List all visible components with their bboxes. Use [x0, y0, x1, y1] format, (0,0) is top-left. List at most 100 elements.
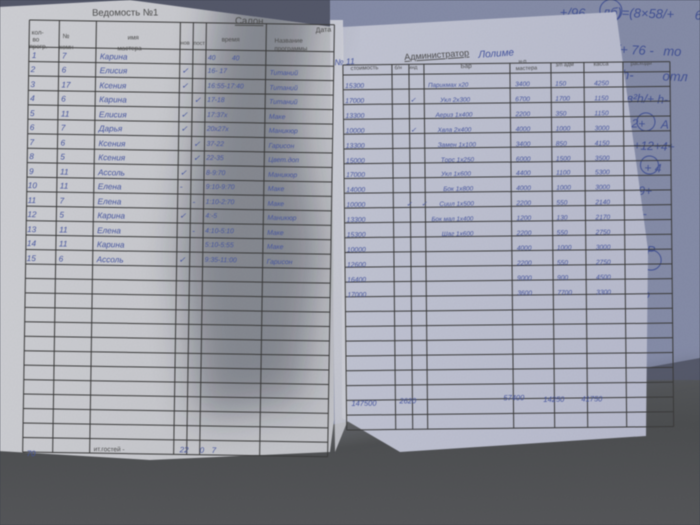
svg-text:13300: 13300: [346, 143, 365, 150]
svg-text:✓: ✓: [180, 168, 187, 177]
svg-text:✓: ✓: [193, 140, 200, 149]
svg-text:3500: 3500: [595, 155, 610, 162]
svg-text:16:55-17:40: 16:55-17:40: [207, 83, 244, 91]
svg-text:20x27x: 20x27x: [206, 126, 230, 133]
svg-text:✓: ✓: [193, 154, 200, 163]
svg-text:инд: инд: [409, 65, 418, 71]
svg-text:7: 7: [61, 124, 66, 133]
svg-text:1200: 1200: [516, 215, 531, 222]
svg-text:з/п адм: з/п адм: [556, 62, 575, 69]
svg-text:программы: программы: [274, 46, 307, 53]
svg-text:Карина: Карина: [97, 211, 125, 220]
svg-text:11: 11: [60, 168, 69, 177]
svg-text:1700: 1700: [555, 96, 570, 103]
svg-text:2200: 2200: [514, 111, 530, 118]
svg-text:40: 40: [232, 55, 240, 62]
svg-text:9: 9: [29, 167, 34, 176]
svg-text:Маке: Маке: [267, 230, 284, 237]
svg-text:1500: 1500: [556, 156, 571, 163]
svg-text:3000: 3000: [595, 125, 610, 132]
svg-text:✓: ✓: [181, 81, 188, 90]
svg-text:2200: 2200: [515, 200, 531, 207]
svg-text:2200: 2200: [516, 230, 532, 237]
svg-text:Титаний: Титаний: [269, 84, 298, 92]
svg-text:17: 17: [61, 81, 71, 90]
svg-text:Маникюр: Маникюр: [269, 128, 298, 135]
svg-text:Елисия: Елисия: [99, 110, 127, 119]
svg-text:9:10-9:70: 9:10-9:70: [206, 184, 235, 191]
svg-text:10000: 10000: [346, 202, 365, 209]
svg-text:Хвла 2х400: Хвла 2х400: [437, 127, 472, 134]
svg-text:Название: Название: [275, 38, 304, 45]
svg-text:10000: 10000: [347, 247, 366, 254]
svg-text:9:35-11:00: 9:35-11:00: [205, 257, 237, 265]
svg-text:12600: 12600: [347, 262, 366, 269]
svg-text:4400: 4400: [516, 170, 531, 177]
svg-text:Сиил 1х500: Сиил 1х500: [439, 201, 474, 208]
svg-text:37-22: 37-22: [206, 141, 224, 148]
svg-text:8-9:70: 8-9:70: [206, 170, 226, 177]
svg-text:13300: 13300: [345, 113, 364, 120]
svg-text:4250: 4250: [594, 80, 609, 87]
svg-text:10000: 10000: [346, 128, 365, 135]
svg-text:Салон: Салон: [235, 16, 264, 27]
svg-text:11: 11: [59, 225, 68, 234]
svg-text:✓: ✓: [410, 97, 416, 104]
svg-text:стоимость: стоимость: [351, 65, 379, 72]
svg-text:Бок мал 1x400: Бок мал 1x400: [431, 216, 473, 223]
svg-text:Маке: Маке: [267, 244, 284, 251]
svg-text:17:37x: 17:37x: [207, 112, 228, 119]
svg-text:7: 7: [60, 197, 65, 206]
svg-text:12: 12: [27, 210, 37, 219]
svg-text:Дата: Дата: [315, 26, 331, 34]
svg-text:✓: ✓: [181, 110, 188, 119]
svg-text:3000: 3000: [596, 244, 611, 251]
svg-text:Бок 1x800: Бок 1x800: [443, 186, 473, 193]
svg-text:850: 850: [556, 141, 567, 148]
svg-text:17000: 17000: [345, 98, 364, 105]
svg-text:3400: 3400: [516, 141, 531, 148]
svg-text:6: 6: [62, 66, 67, 75]
svg-text:150: 150: [555, 81, 566, 88]
svg-text:17000: 17000: [346, 172, 365, 179]
svg-text:5300: 5300: [595, 169, 610, 176]
svg-text:4: 4: [30, 94, 35, 103]
svg-text:900: 900: [557, 275, 568, 282]
svg-text:✓: ✓: [421, 201, 427, 208]
svg-text:6: 6: [61, 95, 66, 104]
svg-text:✓: ✓: [181, 124, 188, 133]
svg-text:✓: ✓: [182, 66, 189, 75]
svg-text:2170: 2170: [594, 214, 610, 221]
svg-text:70: 70: [27, 449, 37, 458]
svg-text:4:10-5:10: 4:10-5:10: [205, 228, 234, 235]
svg-text:Укл 2х300: Укл 2х300: [439, 97, 470, 104]
svg-text:Елисия: Елисия: [100, 66, 128, 75]
svg-text:2750: 2750: [595, 229, 611, 236]
svg-text:имя: имя: [128, 35, 139, 42]
svg-text:Бар: Бар: [460, 63, 472, 70]
svg-text:2200: 2200: [516, 260, 532, 267]
svg-text:11: 11: [28, 196, 37, 205]
svg-text:1: 1: [32, 51, 37, 60]
svg-text:15300: 15300: [345, 83, 364, 90]
svg-text:✓: ✓: [179, 255, 186, 264]
svg-text:13300: 13300: [346, 217, 365, 224]
svg-text:4500: 4500: [596, 274, 611, 281]
svg-text:1150: 1150: [594, 110, 609, 117]
svg-text:14: 14: [27, 239, 37, 248]
svg-text:14000: 14000: [346, 187, 365, 194]
svg-text:4000: 4000: [517, 245, 532, 252]
svg-text:6: 6: [59, 254, 64, 263]
svg-text:✓: ✓: [406, 201, 412, 208]
svg-text:Гарисон: Гарисон: [267, 259, 293, 266]
svg-text:5: 5: [60, 153, 65, 162]
svg-text:15: 15: [27, 254, 37, 263]
svg-text:Титаний: Титаний: [270, 69, 299, 77]
svg-text:мастера: мастера: [117, 45, 142, 52]
svg-text:Маке: Маке: [268, 201, 285, 208]
svg-text:10: 10: [28, 181, 38, 190]
svg-text:1100: 1100: [556, 170, 571, 177]
svg-text:6: 6: [60, 139, 65, 148]
svg-text:3600: 3600: [517, 290, 532, 297]
svg-text:касса: касса: [594, 61, 610, 68]
